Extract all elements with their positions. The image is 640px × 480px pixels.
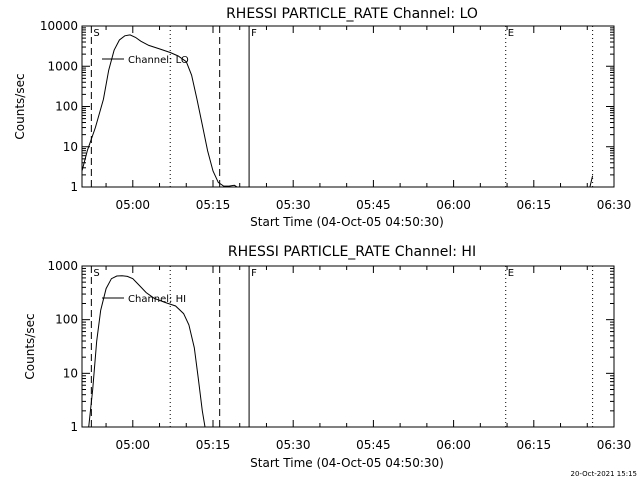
series-line-tail	[589, 175, 594, 188]
footer-timestamp: 20-Oct-2021 15:15	[571, 470, 637, 478]
y-tick-label: 10000	[40, 19, 78, 33]
y-tick-label: 10	[63, 366, 78, 380]
x-tick-label: 06:00	[436, 438, 471, 452]
x-tick-label: 06:30	[597, 438, 632, 452]
series-line	[82, 34, 238, 187]
legend-label: Channel: HI	[128, 294, 186, 305]
x-tick-label: 05:30	[276, 438, 311, 452]
marker-label: E	[508, 268, 514, 279]
marker-label: E	[508, 28, 514, 39]
x-tick-label: 05:30	[276, 198, 311, 212]
chart-panel-lo: RHESSI PARTICLE_RATE Channel: LO 05:00 05:…	[13, 6, 631, 229]
x-tick-label: 05:00	[115, 438, 150, 452]
y-tick-label: 10	[63, 140, 78, 154]
marker-label: S	[93, 28, 99, 39]
x-tick-label: 05:15	[196, 438, 231, 452]
series-line	[88, 275, 206, 427]
y-tick-label: 1000	[47, 259, 78, 273]
y-tick-label: 100	[55, 313, 78, 327]
plot-frame	[81, 265, 615, 428]
y-tick-label: 1	[70, 180, 78, 194]
x-tick-label: 05:45	[356, 198, 391, 212]
y-axis-label: Counts/sec	[23, 313, 37, 379]
chart-title: RHESSI PARTICLE_RATE Channel: HI	[228, 244, 476, 260]
x-tick-label: 06:15	[517, 198, 552, 212]
x-tick-label: 05:45	[356, 438, 391, 452]
x-tick-label: 06:00	[436, 198, 471, 212]
marker-label: S	[93, 268, 99, 279]
legend-label: Channel: LO	[128, 55, 189, 66]
x-tick-label: 05:00	[115, 198, 150, 212]
y-tick-label: 100	[55, 100, 78, 114]
x-tick-label: 06:30	[597, 198, 632, 212]
y-tick-label: 1	[70, 420, 78, 434]
y-tick-label: 1000	[47, 59, 78, 73]
x-axis-label: Start Time (04-Oct-05 04:50:30)	[250, 215, 444, 229]
marker-label: F	[251, 28, 257, 39]
chart-title: RHESSI PARTICLE_RATE Channel: LO	[226, 6, 478, 22]
marker-label: F	[251, 268, 257, 279]
x-axis-label: Start Time (04-Oct-05 04:50:30)	[250, 456, 444, 470]
x-tick-label: 05:15	[196, 198, 231, 212]
x-tick-label: 06:15	[517, 438, 552, 452]
y-axis-label: Counts/sec	[13, 73, 27, 139]
chart-panel-hi: RHESSI PARTICLE_RATE Channel: HI 05:00 05:…	[23, 244, 631, 470]
